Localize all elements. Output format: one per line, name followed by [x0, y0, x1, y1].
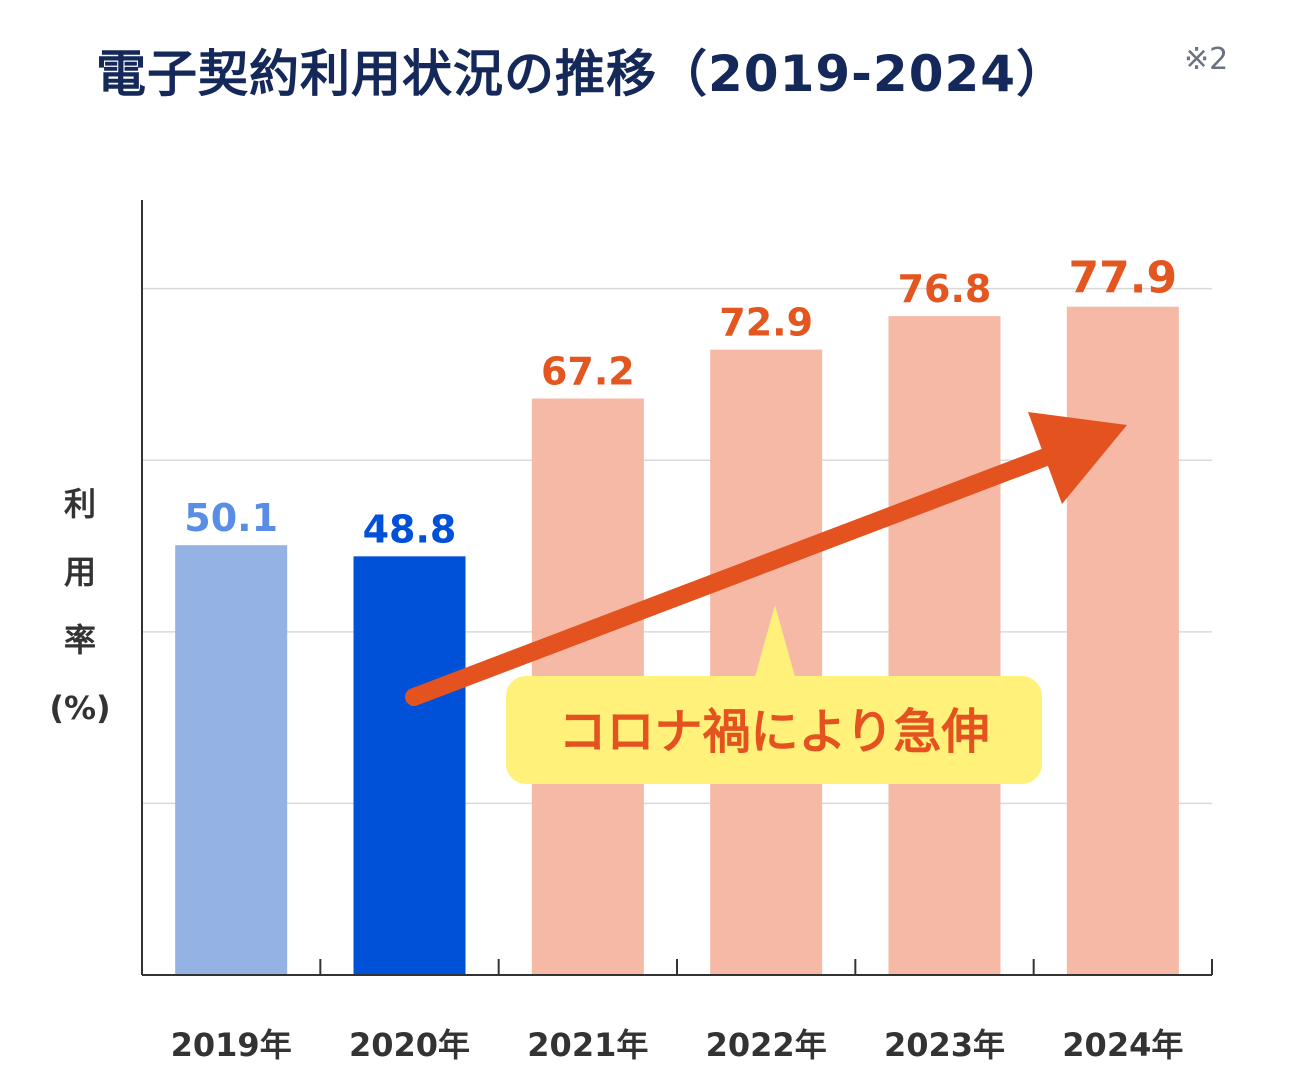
data-label: 67.2	[541, 349, 635, 393]
x-tick-label: 2024年	[1062, 1026, 1183, 1064]
data-label: 72.9	[719, 301, 813, 345]
callout-pointer	[753, 605, 797, 684]
y-axis-label: 利 用 率 (%)	[40, 470, 120, 742]
data-label: 48.8	[363, 507, 457, 551]
footnote-marker: ※2	[1184, 42, 1229, 77]
x-tick-label: 2019年	[171, 1026, 292, 1064]
x-tick-label: 2023年	[884, 1026, 1005, 1064]
callout-box	[506, 676, 1042, 784]
data-label: 76.8	[898, 267, 992, 311]
x-tick-label: 2020年	[349, 1026, 470, 1064]
y-axis-label-char: (%)	[49, 689, 111, 727]
callout-text: コロナ禍により急伸	[558, 704, 989, 760]
trend-arrow-head	[1028, 412, 1127, 504]
y-axis-label-char: 用	[63, 553, 96, 591]
trend-arrow-line	[405, 435, 1089, 706]
x-tick-label: 2022年	[706, 1026, 827, 1064]
chart-title: 電子契約利用状況の推移（2019-2024）	[96, 45, 1068, 103]
data-label: 50.1	[184, 496, 278, 540]
y-axis-label-char: 率	[63, 621, 96, 659]
data-label: 77.9	[1069, 253, 1178, 304]
bar	[888, 316, 1001, 975]
bar	[353, 556, 466, 975]
y-axis-label-char: 利	[63, 485, 96, 523]
x-tick-label: 2021年	[527, 1026, 648, 1064]
bar	[1066, 306, 1179, 975]
bar	[175, 545, 288, 975]
